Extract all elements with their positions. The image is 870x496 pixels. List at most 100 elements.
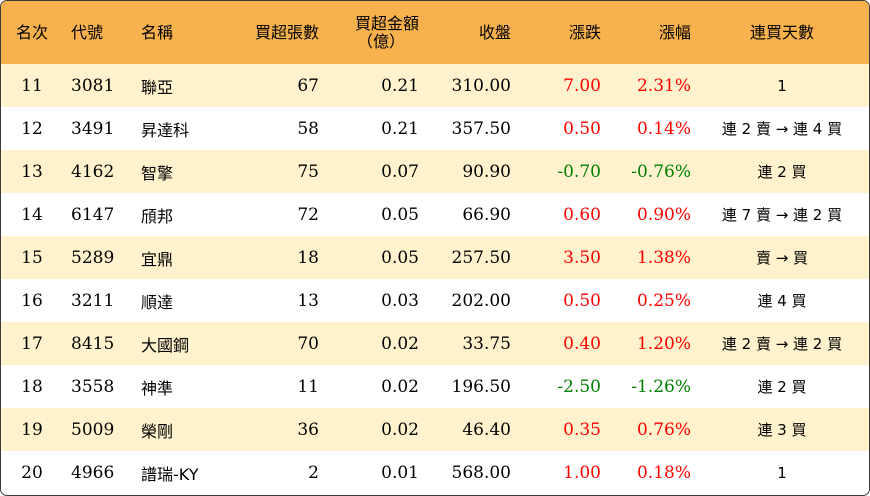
cell-name: 頎邦 [141, 206, 174, 226]
cell-code: 6147 [71, 204, 115, 225]
cell-rank: 16 [21, 290, 43, 311]
header-close: 收盤 [478, 22, 511, 42]
cell-pct: 1.38% [636, 247, 691, 268]
cell-close: 90.90 [462, 161, 511, 182]
cell-change: 0.60 [563, 204, 601, 225]
cell-name: 智擎 [141, 163, 174, 183]
header-code: 代號 [71, 22, 104, 42]
cell-pct: 1.20% [636, 333, 691, 354]
cell-net-buy-amount: 0.01 [381, 462, 419, 483]
header-net-buy-amount: 買超金額 （億） [323, 1, 423, 64]
table-row: 11 3081 聯亞 67 0.21 310.00 7.00 2.31% 1 [1, 64, 869, 107]
cell-name: 神準 [141, 378, 174, 398]
header-net-buy-amount-unit: （億） [356, 31, 405, 51]
cell-code: 3211 [71, 290, 115, 311]
cell-close: 66.90 [462, 204, 511, 225]
cell-rank: 14 [21, 204, 43, 225]
cell-code: 5289 [71, 247, 115, 268]
cell-net-buy-amount: 0.02 [381, 376, 419, 397]
table-row: 17 8415 大國鋼 70 0.02 33.75 0.40 1.20% 連 2… [1, 322, 869, 365]
cell-rank: 13 [21, 161, 43, 182]
cell-net-buy-lots: 75 [297, 161, 319, 182]
cell-net-buy-lots: 13 [297, 290, 319, 311]
cell-change: 0.35 [563, 419, 601, 440]
cell-streak: 賣 → 買 [755, 249, 809, 267]
cell-close: 33.75 [462, 333, 511, 354]
cell-net-buy-amount: 0.02 [381, 333, 419, 354]
table-row: 18 3558 神準 11 0.02 196.50 -2.50 -1.26% 連… [1, 365, 869, 408]
cell-net-buy-amount: 0.21 [381, 118, 419, 139]
cell-close: 196.50 [451, 376, 511, 397]
cell-net-buy-lots: 58 [297, 118, 319, 139]
cell-pct: -0.76% [631, 161, 691, 182]
cell-name: 譜瑞-KY [141, 464, 199, 484]
cell-net-buy-lots: 67 [297, 75, 319, 96]
cell-streak: 連 7 賣 → 連 2 買 [721, 206, 843, 224]
header-rank: 名次 [15, 22, 48, 42]
cell-net-buy-lots: 18 [297, 247, 319, 268]
cell-code: 8415 [71, 333, 115, 354]
header-name: 名稱 [141, 22, 174, 42]
cell-close: 357.50 [451, 118, 511, 139]
cell-close: 202.00 [451, 290, 511, 311]
cell-change: 7.00 [563, 75, 601, 96]
cell-name: 昇達科 [141, 120, 190, 140]
table-row: 13 4162 智擎 75 0.07 90.90 -0.70 -0.76% 連 … [1, 150, 869, 193]
cell-net-buy-amount: 0.21 [381, 75, 419, 96]
table-body: 11 3081 聯亞 67 0.21 310.00 7.00 2.31% 1 1… [1, 64, 869, 494]
header-pct: 漲幅 [658, 22, 691, 42]
cell-pct: 2.31% [636, 75, 691, 96]
cell-net-buy-lots: 70 [297, 333, 319, 354]
cell-close: 257.50 [451, 247, 511, 268]
cell-rank: 19 [21, 419, 43, 440]
cell-net-buy-amount: 0.05 [381, 247, 419, 268]
cell-code: 5009 [71, 419, 115, 440]
cell-close: 568.00 [451, 462, 511, 483]
cell-change: 1.00 [563, 462, 601, 483]
cell-rank: 11 [21, 75, 43, 96]
cell-close: 310.00 [451, 75, 511, 96]
header-net-buy-lots: 買超張數 [254, 22, 319, 42]
cell-code: 4966 [71, 462, 115, 483]
cell-change: 0.50 [563, 118, 601, 139]
table-row: 15 5289 宜鼎 18 0.05 257.50 3.50 1.38% 賣 →… [1, 236, 869, 279]
cell-rank: 20 [21, 462, 43, 483]
cell-pct: 0.25% [636, 290, 691, 311]
cell-net-buy-amount: 0.03 [381, 290, 419, 311]
cell-net-buy-lots: 2 [308, 462, 319, 483]
cell-rank: 15 [21, 247, 43, 268]
cell-streak: 1 [777, 76, 787, 95]
cell-close: 46.40 [462, 419, 511, 440]
table-row: 16 3211 順達 13 0.03 202.00 0.50 0.25% 連 4… [1, 279, 869, 322]
cell-streak: 連 2 賣 → 連 2 買 [721, 335, 843, 353]
cell-streak: 連 2 賣 → 連 4 買 [721, 120, 843, 138]
cell-pct: -1.26% [631, 376, 691, 397]
cell-name: 順達 [141, 292, 174, 312]
cell-name: 大國鋼 [141, 335, 190, 355]
cell-pct: 0.18% [636, 462, 691, 483]
table-row: 14 6147 頎邦 72 0.05 66.90 0.60 0.90% 連 7 … [1, 193, 869, 236]
cell-change: 3.50 [563, 247, 601, 268]
table-header: 名次 代號 名稱 買超張數 買超金額 （億） 收盤 漲跌 漲幅 連買天數 [1, 1, 869, 64]
cell-code: 3558 [71, 376, 115, 397]
table-row: 12 3491 昇達科 58 0.21 357.50 0.50 0.14% 連 … [1, 107, 869, 150]
header-row: 名次 代號 名稱 買超張數 買超金額 （億） 收盤 漲跌 漲幅 連買天數 [1, 1, 869, 64]
cell-streak: 1 [777, 463, 787, 482]
header-streak: 連買天數 [749, 22, 814, 42]
cell-net-buy-amount: 0.02 [381, 419, 419, 440]
cell-change: 0.40 [563, 333, 601, 354]
cell-net-buy-amount: 0.07 [381, 161, 419, 182]
cell-change: -0.70 [557, 161, 601, 182]
table-row: 20 4966 譜瑞-KY 2 0.01 568.00 1.00 0.18% 1 [1, 451, 869, 494]
cell-pct: 0.14% [636, 118, 691, 139]
cell-code: 3491 [71, 118, 115, 139]
cell-streak: 連 3 買 [757, 421, 807, 439]
cell-net-buy-lots: 72 [297, 204, 319, 225]
cell-pct: 0.76% [636, 419, 691, 440]
cell-name: 宜鼎 [141, 249, 174, 269]
table-row: 19 5009 榮剛 36 0.02 46.40 0.35 0.76% 連 3 … [1, 408, 869, 451]
cell-net-buy-lots: 36 [297, 419, 319, 440]
header-net-buy-amount-line1: 買超金額 [354, 13, 419, 33]
